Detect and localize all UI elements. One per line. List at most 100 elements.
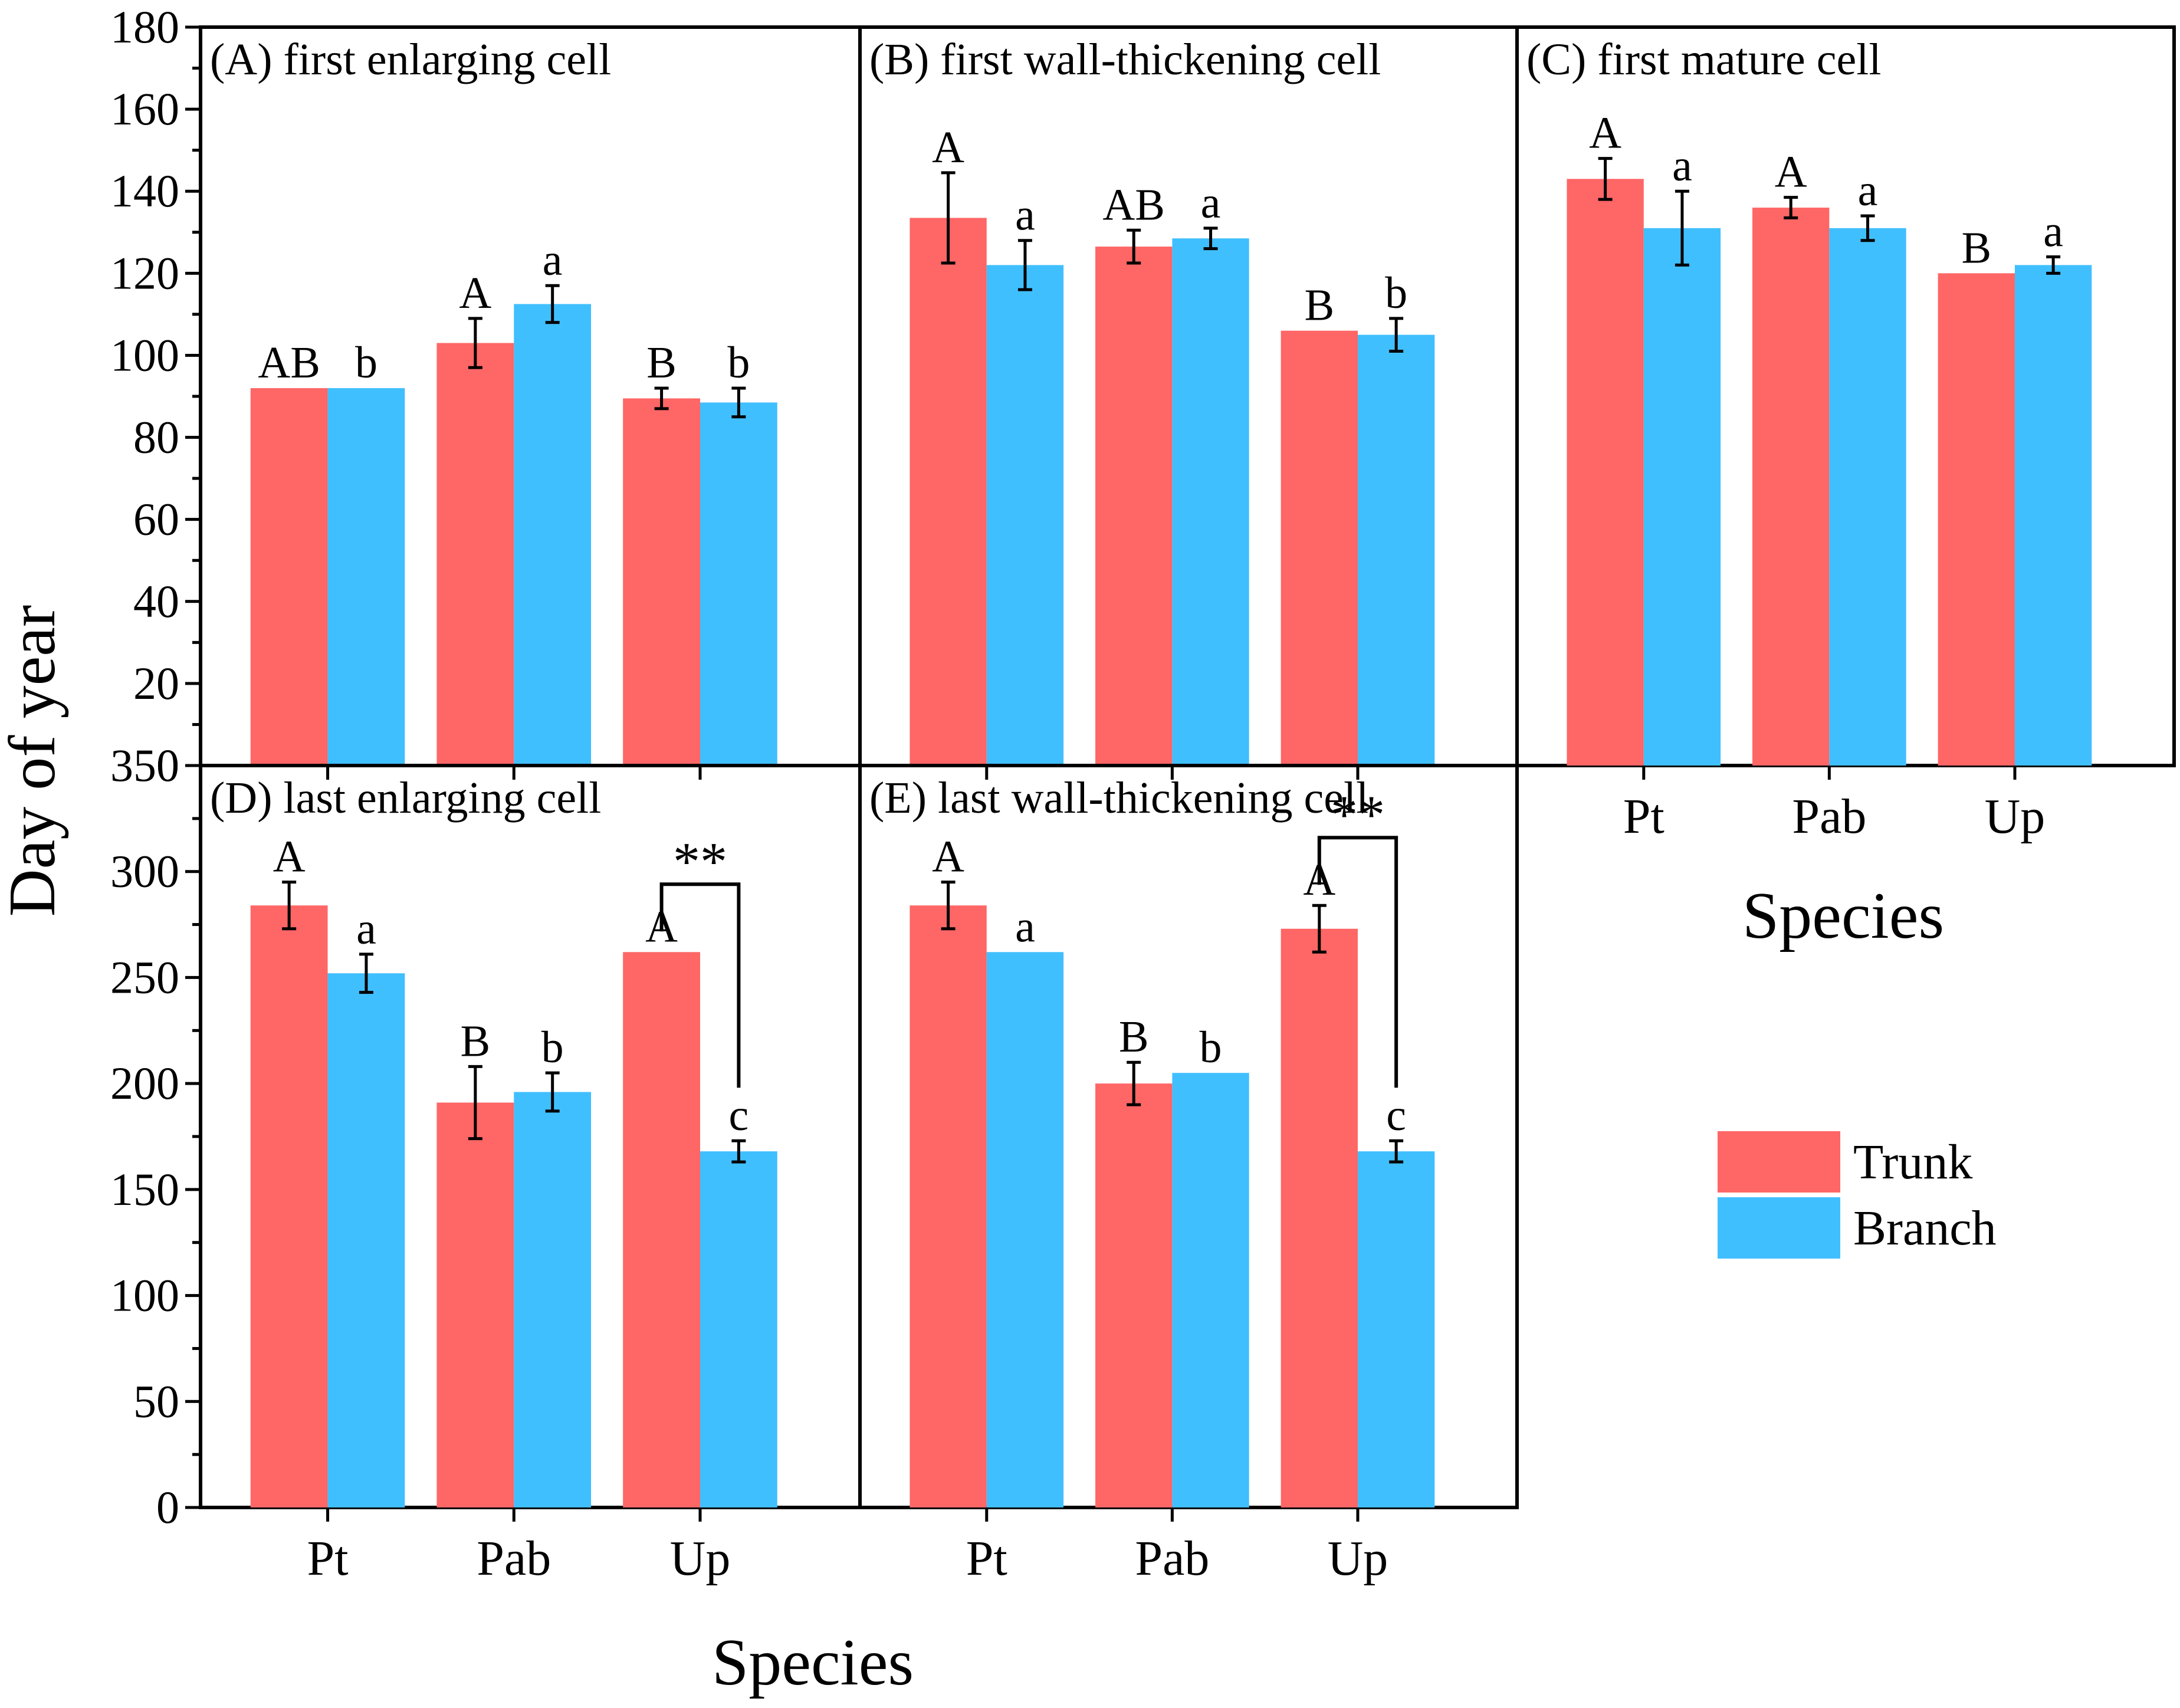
bar-trunk-up	[1281, 330, 1358, 766]
x-category-label: Pt	[307, 1531, 349, 1586]
bar-branch-up	[2014, 265, 2092, 766]
x-category-label: Up	[1985, 789, 2046, 844]
bar-branch-up	[1357, 334, 1435, 766]
significance-letter: a	[1858, 166, 1878, 215]
x-category-label: Pt	[1623, 789, 1664, 844]
significance-letter: b	[541, 1023, 564, 1072]
significance-letter: a	[1015, 902, 1035, 951]
bar-trunk-pab	[436, 343, 514, 766]
bar-branch-pab	[514, 1092, 592, 1507]
panel-b: A AB Ba a b (B) first wall-thickening cell	[858, 25, 1519, 780]
y-tick-label: 20	[133, 658, 179, 709]
x-category-label: Up	[1328, 1531, 1388, 1586]
y-tick-label: 200	[110, 1057, 179, 1109]
bar-trunk-pt	[910, 218, 987, 766]
significance-bracket	[1317, 836, 1398, 1088]
significance-stars: **	[1331, 784, 1385, 845]
significance-letter: A	[932, 832, 964, 882]
significance-letter: a	[2043, 207, 2063, 257]
significance-letter: A	[459, 268, 491, 318]
x-category-label: Pt	[966, 1531, 1007, 1586]
y-tick-label: 180	[110, 1, 179, 52]
bar-trunk-pt	[250, 905, 328, 1507]
significance-letter: B	[1304, 281, 1334, 330]
y-tick-label: 0	[156, 740, 179, 791]
legend-label-branch: Branch	[1853, 1201, 1997, 1256]
significance-letter: b	[355, 338, 377, 387]
significance-letter: A	[1589, 109, 1621, 158]
bar-trunk-up	[623, 952, 700, 1507]
significance-letter: a	[356, 904, 376, 954]
panel-title: (A) first enlarging cell	[210, 35, 611, 84]
significance-letter: A	[932, 123, 964, 172]
y-axis-title: Day of year	[0, 605, 69, 917]
bar-trunk-pab	[1095, 1083, 1173, 1507]
significance-letter: B	[1119, 1012, 1149, 1062]
y-tick-label: 80	[133, 412, 179, 463]
bar-branch-pt	[986, 952, 1064, 1507]
significance-letter: c	[729, 1091, 749, 1140]
x-category-label: Pab	[1792, 789, 1866, 844]
legend-swatch-branch	[1718, 1197, 1840, 1259]
x-category-label: Pab	[1135, 1531, 1209, 1586]
significance-stars: **	[673, 831, 727, 891]
significance-letter: A	[273, 832, 306, 882]
bar-trunk-pab	[1752, 208, 1830, 766]
panel-title: (B) first wall-thickening cell	[869, 35, 1381, 84]
significance-letter: b	[1200, 1023, 1222, 1072]
y-tick-label: 100	[110, 1270, 179, 1321]
bar-trunk-pt	[250, 388, 328, 766]
significance-letter: b	[1385, 268, 1407, 318]
bar-trunk-up	[1281, 928, 1358, 1507]
x-category-label: Up	[670, 1531, 731, 1586]
bar-trunk-pt	[1567, 179, 1644, 766]
bar-branch-pab	[1172, 1073, 1249, 1507]
significance-letter: B	[461, 1016, 491, 1066]
bar-branch-up	[700, 402, 777, 766]
significance-letter: a	[1201, 178, 1221, 228]
bar-branch-pt	[327, 388, 405, 766]
bar-branch-pt	[327, 973, 405, 1507]
x-category-label: Pab	[477, 1531, 551, 1586]
bar-trunk-pab	[436, 1102, 514, 1507]
significance-bracket	[659, 882, 741, 1088]
x-axis-title: Species	[712, 1626, 914, 1699]
significance-letter: AB	[258, 338, 320, 387]
legend-label-trunk: Trunk	[1853, 1135, 1972, 1190]
y-tick-label: 300	[110, 846, 179, 897]
bar-branch-pt	[1643, 228, 1721, 766]
y-tick-label: 350	[110, 740, 179, 791]
bar-trunk-up	[1938, 273, 2015, 766]
significance-letter: AB	[1102, 180, 1165, 229]
y-tick-label: 120	[110, 247, 179, 298]
significance-letter: c	[1386, 1091, 1406, 1140]
panel-title: (C) first mature cell	[1526, 35, 1881, 84]
y-tick-label: 50	[133, 1375, 179, 1427]
bar-branch-up	[1357, 1151, 1435, 1507]
panel-title: (D) last enlarging cell	[210, 773, 601, 823]
significance-letter: a	[1672, 141, 1692, 190]
significance-letter: a	[543, 235, 563, 285]
legend-swatch-trunk	[1718, 1131, 1840, 1193]
bar-trunk-pab	[1095, 247, 1173, 766]
y-tick-label: 0	[156, 1482, 179, 1533]
bar-branch-pab	[514, 304, 592, 766]
x-axis-title-top-right: Species	[1742, 879, 1944, 952]
y-tick-label: 60	[133, 494, 179, 545]
bar-branch-pt	[986, 265, 1064, 766]
bar-branch-pab	[1829, 228, 1906, 766]
legend: Trunk Branch	[1718, 1131, 1997, 1259]
y-tick-label: 140	[110, 165, 179, 216]
significance-letter: A	[1775, 147, 1807, 197]
significance-letter: a	[1015, 190, 1035, 240]
panel-title: (E) last wall-thickening cell	[869, 773, 1368, 823]
bar-branch-up	[700, 1151, 777, 1507]
y-tick-label: 40	[133, 576, 179, 627]
bar-trunk-up	[623, 398, 700, 766]
significance-letter: B	[646, 338, 677, 387]
